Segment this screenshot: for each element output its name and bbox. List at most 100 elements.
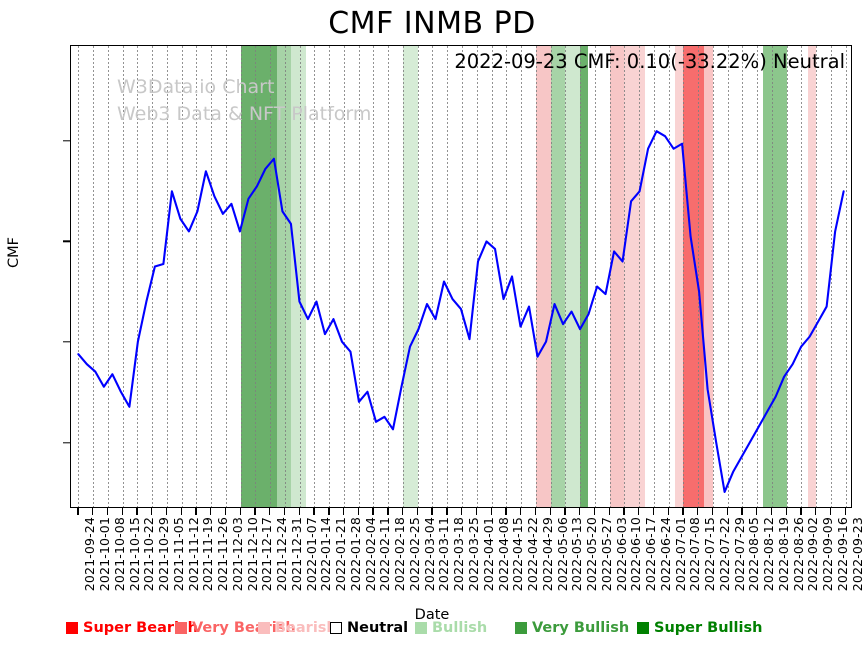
grid-line [845,46,847,507]
x-tick-label: 2022-06-24 [657,517,673,592]
x-tick-mark [269,508,271,515]
x-tick-label: 2021-11-26 [215,517,231,592]
x-tick-mark [711,508,714,515]
x-tick-label: 2021-09-24 [82,517,98,592]
x-tick-label: 2022-03-04 [421,517,437,592]
signal-band [609,46,625,507]
x-tick-mark [151,508,153,515]
x-tick-mark [697,508,699,515]
y-tick-mark [63,341,70,343]
x-tick-label: 2022-05-13 [569,517,585,592]
grid-line [521,46,523,507]
x-tick-label: 2022-04-01 [480,517,496,592]
grid-line [594,46,596,507]
grid-line [225,46,227,507]
x-tick-mark [136,508,138,515]
x-tick-mark [652,508,655,515]
grid-line [122,46,124,507]
x-tick-label: 2022-03-18 [451,517,467,592]
grid-lines [71,46,851,507]
legend-swatch-icon [258,622,270,634]
grid-line [137,46,139,507]
grid-line [698,46,700,507]
y-axis-label: CMF [6,237,22,268]
x-tick-mark [682,508,684,515]
grid-line [270,46,272,507]
x-tick-label: 2022-09-09 [820,517,836,592]
legend-swatch-icon [515,622,527,634]
x-tick-label: 2021-10-29 [156,517,172,592]
x-tick-label: 2021-11-12 [185,517,201,592]
x-tick-mark [446,508,448,515]
x-tick-label: 2022-08-12 [761,517,777,592]
x-tick-mark [106,508,109,515]
grid-line [786,46,788,507]
x-tick-label: 2022-08-05 [746,517,762,592]
x-tick-label: 2022-02-04 [362,517,378,592]
x-tick-mark [520,508,522,515]
y-tick-mark [63,240,70,242]
grid-line [343,46,345,507]
x-tick-label: 2022-01-07 [303,517,319,592]
legend-item-super-bullish[interactable]: Super Bullish [637,620,762,636]
x-tick-mark [490,508,492,515]
x-tick-mark [815,508,817,515]
x-tick-label: 2021-12-24 [274,517,290,592]
x-tick-label: 2022-02-18 [392,517,408,592]
x-tick-mark [431,508,433,515]
legend-item-bullish[interactable]: Bullish [415,620,487,636]
grid-line [432,46,434,507]
grid-line [535,46,537,507]
signal-band [291,46,307,507]
x-tick-mark [800,508,802,515]
grid-line [240,46,242,507]
legend-item-super-bearish[interactable]: Super Bearish [66,620,198,636]
x-tick-label: 2022-07-01 [672,517,688,592]
signal-band [565,46,581,507]
x-tick-label: 2022-04-08 [495,517,511,592]
y-tick-mark [63,139,70,142]
grid-line [639,46,641,507]
x-tick-mark [283,508,286,515]
x-tick-mark [534,508,537,515]
grid-line [314,46,316,507]
legend-label: Neutral [347,620,409,636]
y-tick-mark [63,441,70,444]
x-tick-label: 2021-10-15 [126,517,142,592]
signal-band [704,46,713,507]
signal-band [683,46,705,507]
legend-item-very-bullish[interactable]: Very Bullish [515,620,629,636]
x-tick-mark [726,508,728,515]
x-tick-label: 2022-07-08 [687,517,703,592]
grid-line [166,46,168,507]
x-tick-label: 2022-06-10 [628,517,644,592]
x-tick-mark [298,508,300,515]
x-tick-mark [121,508,123,515]
x-tick-label: 2022-07-15 [702,517,718,592]
signal-band [535,46,551,507]
x-tick-mark [387,508,389,515]
x-tick-mark [461,508,463,515]
grid-line [580,46,582,507]
grid-line [506,46,508,507]
x-tick-label: 2022-07-29 [731,517,747,592]
x-tick-label: 2022-02-11 [377,517,393,592]
legend-swatch-icon [415,622,427,634]
legend-item-neutral[interactable]: Neutral [330,620,408,636]
grid-line [329,46,331,507]
legend-item-bearish[interactable]: Bearish [258,620,337,636]
x-tick-mark [165,508,168,515]
x-tick-mark [195,508,197,515]
grid-line [771,46,773,507]
grid-line [107,46,109,507]
x-tick-mark [372,508,374,515]
grid-line [196,46,198,507]
grid-line [78,46,80,507]
grid-line [565,46,567,507]
chart-title: CMF INMB PD [328,6,536,41]
x-tick-mark [254,508,256,515]
x-tick-mark [844,508,846,515]
grid-line [447,46,449,507]
grid-line [683,46,685,507]
grid-line [742,46,744,507]
